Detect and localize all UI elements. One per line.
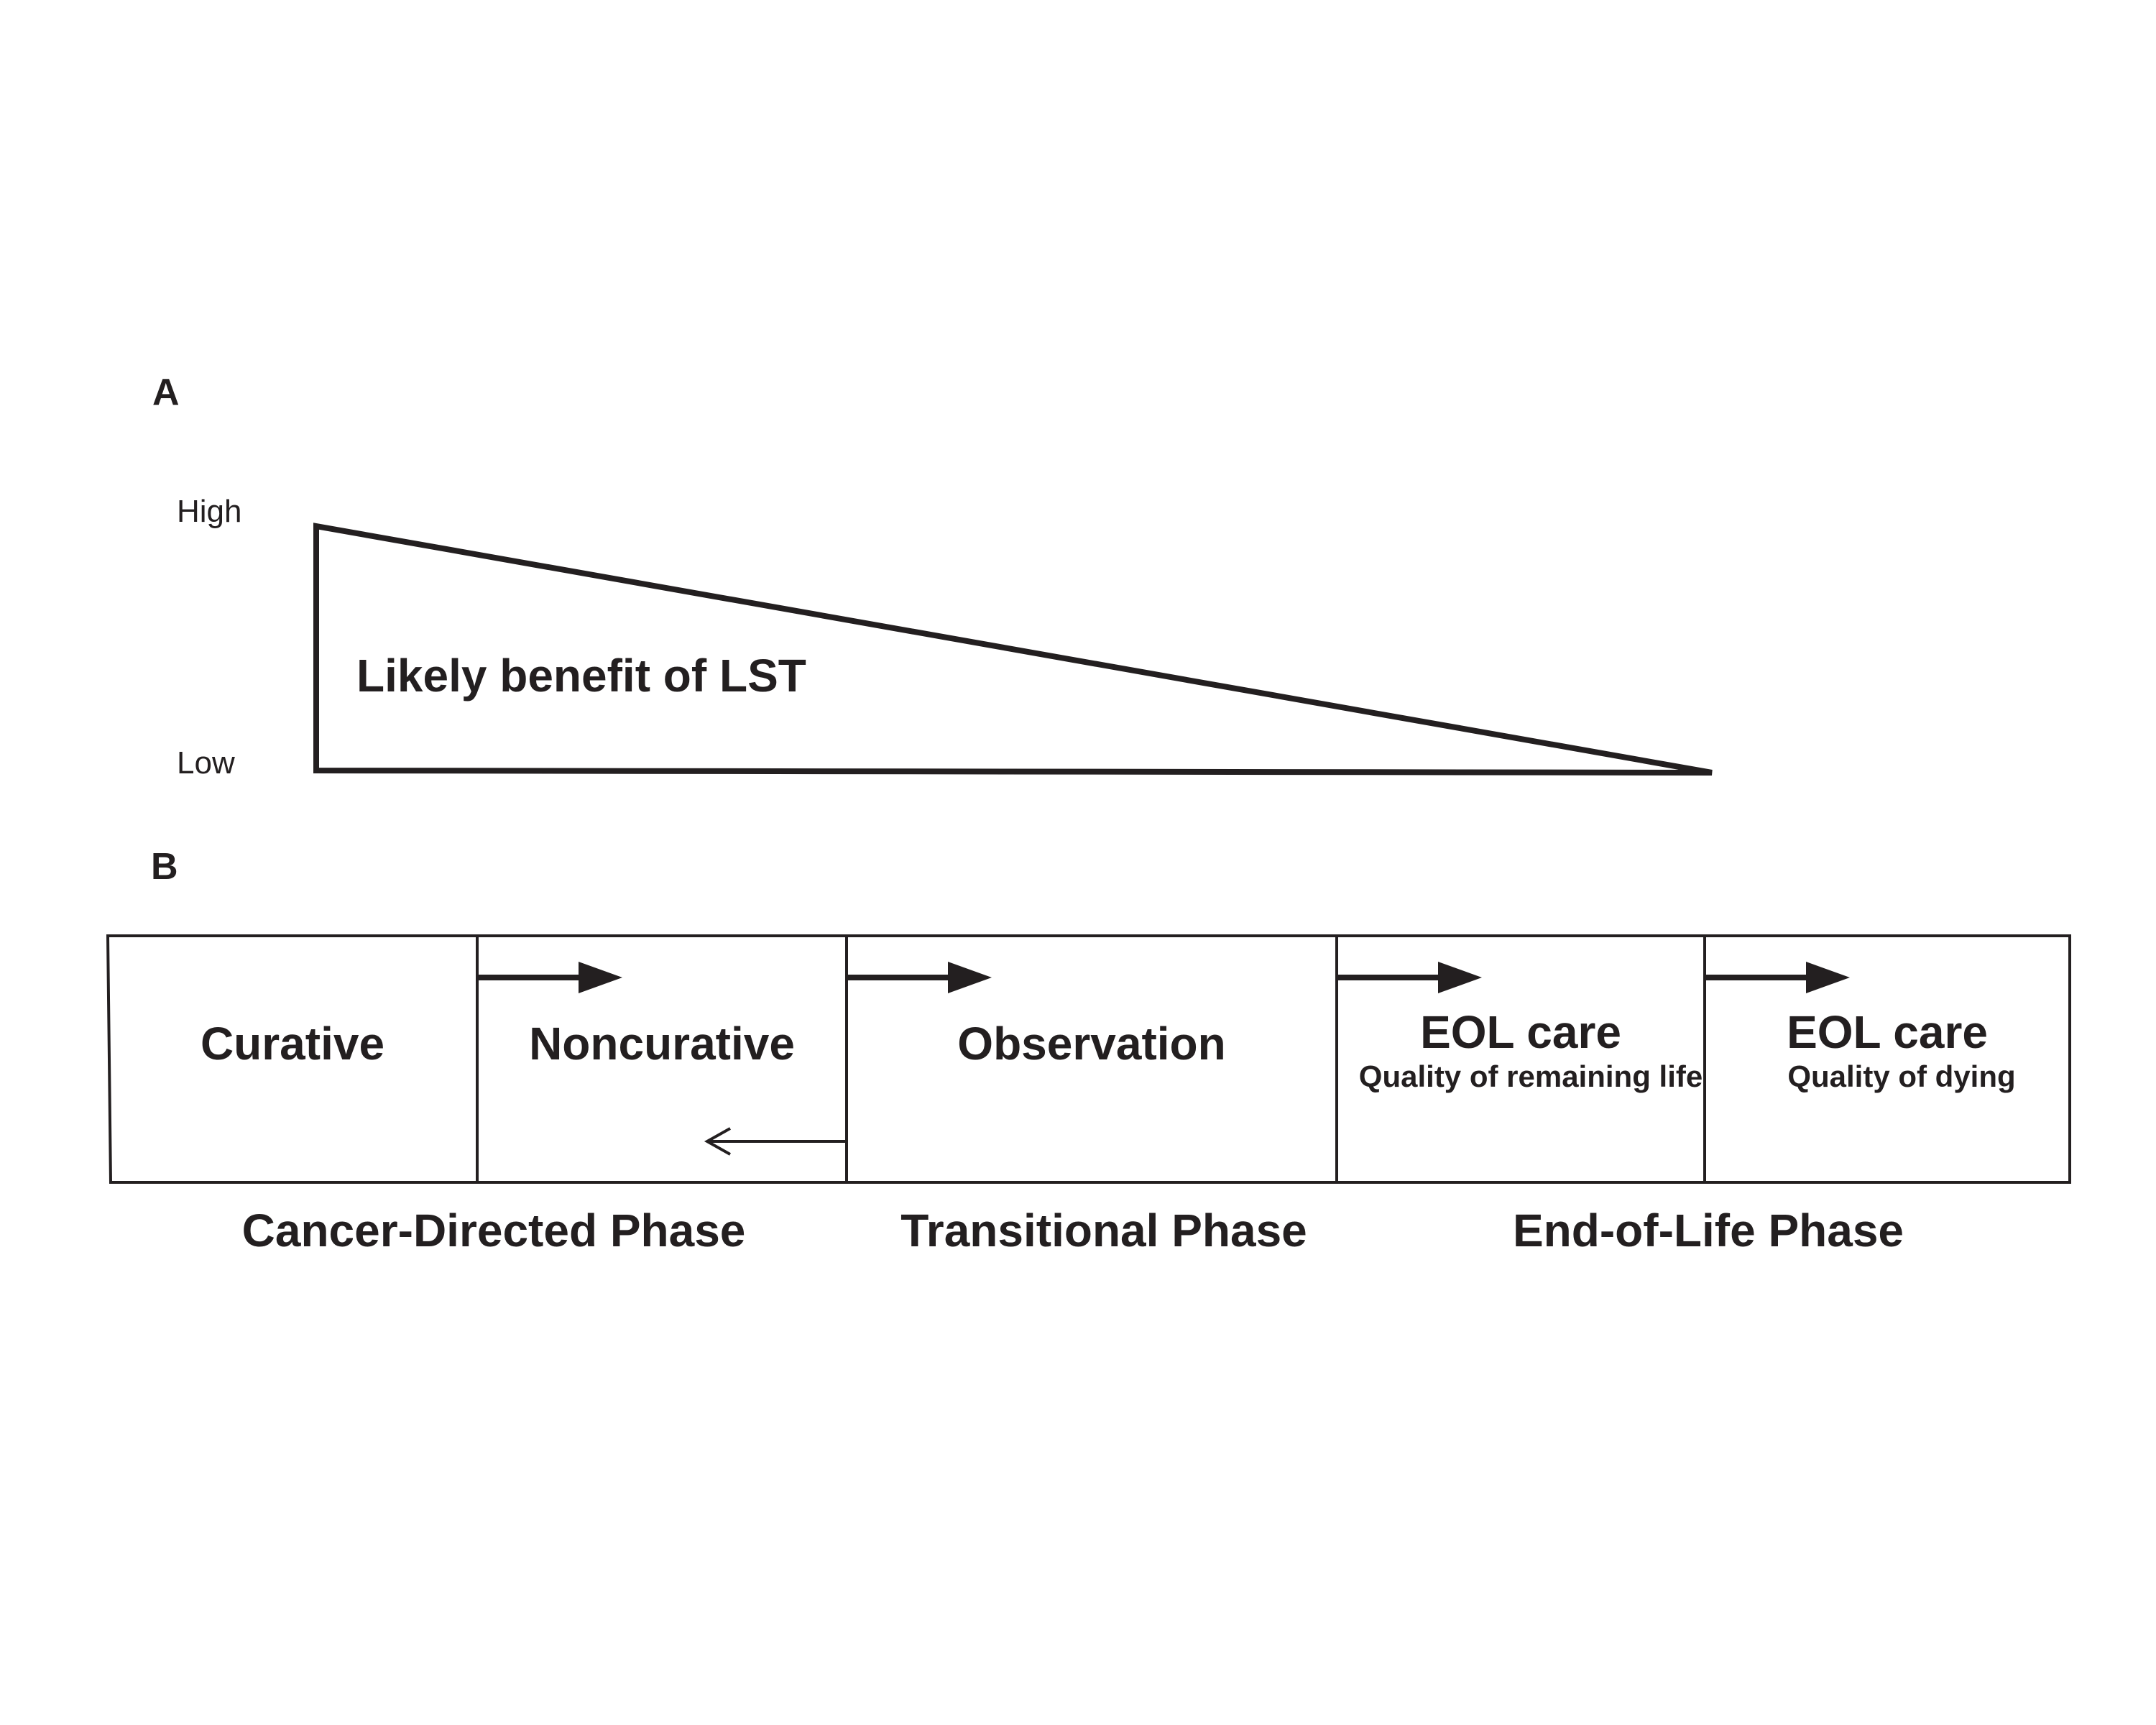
phase-end-of-life: End-of-Life Phase	[1512, 1205, 1904, 1256]
phase-transitional: Transitional Phase	[900, 1205, 1307, 1256]
axis-high-label: High	[177, 494, 242, 529]
forward-arrow-3	[1337, 962, 1482, 993]
benefit-wedge-shape	[313, 523, 1713, 776]
forward-arrow-4	[1705, 962, 1850, 993]
stage-eol-remaining-title: EOL care	[1420, 1006, 1621, 1058]
axis-low-label: Low	[177, 745, 235, 781]
stage-eol-dying-subtitle: Quality of dying	[1787, 1059, 2016, 1093]
stage-observation-title: Observation	[957, 1018, 1226, 1070]
stage-noncurative-title: Noncurative	[529, 1018, 795, 1070]
stage-eol-dying-title: EOL care	[1787, 1006, 1988, 1058]
panel-a-label: A	[152, 372, 180, 413]
stage-eol-remaining-subtitle: Quality of remaining life	[1358, 1059, 1703, 1093]
forward-arrow-2	[847, 962, 992, 993]
panel-b-label: B	[151, 846, 178, 888]
wedge-label: Likely benefit of LST	[356, 650, 806, 702]
forward-arrow-1	[477, 962, 622, 993]
phase-cancer-directed: Cancer-Directed Phase	[241, 1205, 746, 1256]
return-arrow	[704, 1127, 847, 1156]
stage-curative-title: Curative	[200, 1018, 385, 1070]
stages-outer-box	[106, 934, 2071, 1184]
